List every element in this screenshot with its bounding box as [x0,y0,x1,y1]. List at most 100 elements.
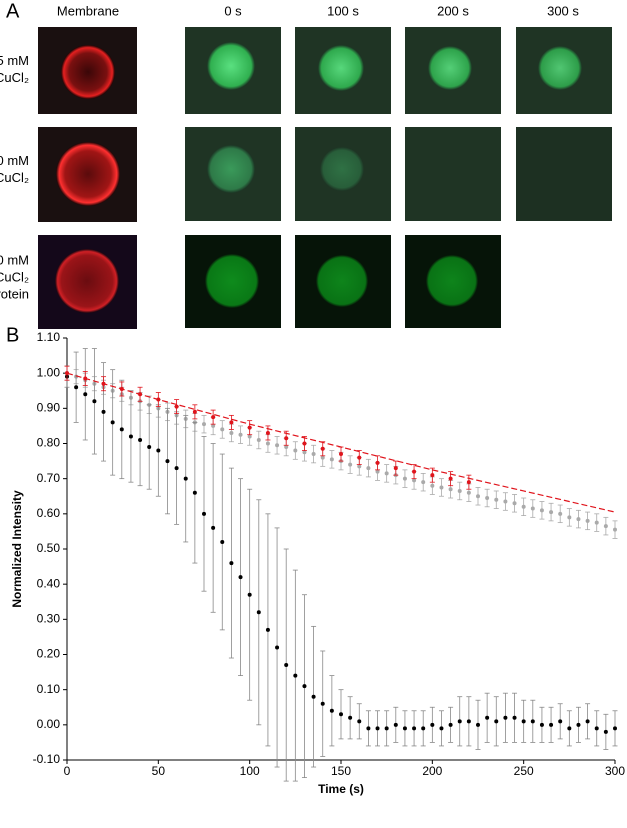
point [384,471,389,476]
row-label: 1.0 mM [0,153,29,168]
row-label: CuCl₂ [0,170,29,185]
point [603,524,608,529]
point [539,722,544,727]
y-tick-label: 0.40 [37,576,61,590]
point [576,722,581,727]
point [558,511,563,516]
point [549,722,554,727]
point [247,425,252,430]
point [430,483,435,488]
image-cell [426,255,478,307]
image-cell [55,249,119,313]
point [512,501,517,506]
point [165,459,170,464]
point [521,719,526,724]
x-tick-label: 200 [422,764,442,778]
point [329,708,334,713]
point [192,409,197,414]
point [128,434,133,439]
point [320,446,325,451]
point [339,452,343,457]
point [503,499,508,504]
point [275,443,280,448]
point [402,726,407,731]
column-header: Membrane [57,3,119,18]
point [220,539,225,544]
point [92,399,97,404]
column-header: 200 s [437,3,469,18]
point [521,504,526,509]
point [302,441,307,446]
point [192,490,197,495]
x-tick-label: 100 [240,764,260,778]
point [238,432,243,437]
image [405,127,501,221]
point [366,726,371,731]
point [101,409,106,414]
point [83,392,88,397]
point [211,423,216,428]
image-grid [38,27,612,329]
x-tick-label: 150 [331,764,351,778]
column-header: 300 s [547,3,579,18]
point [229,420,234,425]
image-cell [207,42,255,90]
image-cell [538,46,582,90]
x-tick-label: 250 [514,764,534,778]
y-tick-label: 1.10 [37,330,61,344]
point [613,726,617,731]
point [156,448,161,453]
point [567,726,572,731]
point [110,420,115,425]
y-tick-label: 0.70 [37,471,61,485]
fit-line [66,372,616,513]
point [485,496,490,501]
y-tick-label: 0.30 [37,612,61,626]
point [421,726,426,731]
point [174,466,179,471]
point [265,627,270,632]
y-tick-label: 0.20 [37,647,61,661]
y-tick-label: 0.10 [37,682,61,696]
point [393,722,398,727]
point [265,430,270,435]
point [530,506,535,511]
image-cell [207,145,255,193]
point [311,694,316,699]
point [576,517,581,522]
point [448,487,453,492]
point [357,719,362,724]
row-label: no protein [0,286,29,301]
row-label: CuCl₂ [0,70,29,85]
x-tick-label: 50 [152,764,166,778]
point [402,476,407,481]
point [494,497,499,502]
point [147,445,152,450]
point [448,722,453,727]
point [567,515,572,520]
point [256,610,261,615]
y-tick-label: 0.50 [37,541,61,555]
point [256,437,261,442]
point [539,508,544,513]
point [476,494,480,499]
point [138,437,143,442]
point [339,712,343,717]
point [412,726,417,731]
point [421,480,426,485]
point [211,525,216,530]
point [174,404,179,409]
x-tick-label: 0 [64,764,71,778]
x-tick-label: 300 [605,764,625,778]
column-header: 0 s [224,3,242,18]
point [476,722,480,727]
point [302,684,307,689]
image-cell [428,46,472,90]
image-cell [320,147,364,191]
y-tick-label: 1.00 [37,365,61,379]
point [594,520,599,525]
point [466,719,471,724]
point [494,719,499,724]
image-cell [61,45,115,99]
